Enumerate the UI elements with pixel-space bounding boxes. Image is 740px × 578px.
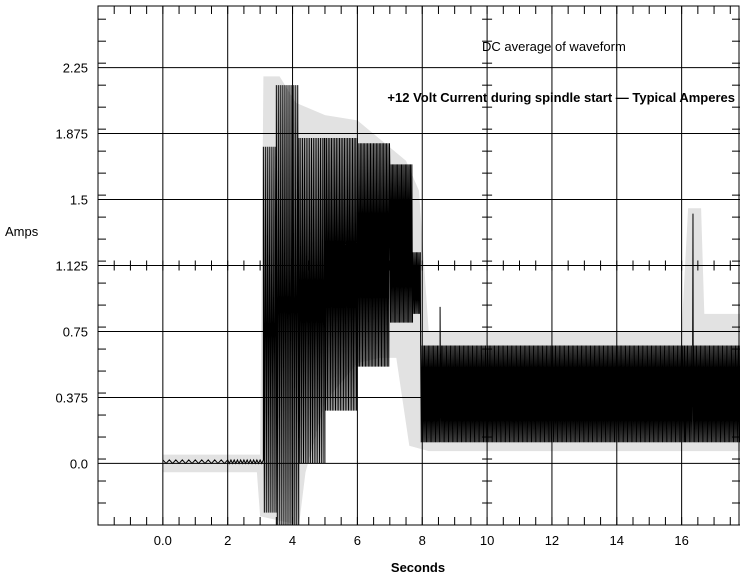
y-tick-label: 0.375 [55, 390, 88, 405]
y-tick-label: 2.25 [63, 61, 88, 76]
x-tick-label: 6 [354, 533, 361, 548]
y-tick-label: 0.75 [63, 324, 88, 339]
current-series [162, 85, 740, 526]
plot-border [97, 5, 740, 526]
plot-frame [97, 5, 740, 526]
x-tick-label: 0.0 [154, 533, 172, 548]
x-axis-title: Seconds [391, 560, 445, 575]
x-tick-label: 12 [545, 533, 559, 548]
envelope-band [162, 76, 740, 525]
tick-labels: 0.0 2 4 6 8 10 12 14 16 0.0 0.375 0.75 1.125 1.5 1.875… [55, 61, 688, 548]
x-tick-label: 8 [419, 533, 426, 548]
annotation-dc-average: DC average of waveform [482, 39, 626, 54]
x-tick-label: 10 [480, 533, 494, 548]
series-line [162, 85, 740, 526]
y-tick-label: 1.5 [70, 193, 88, 208]
y-tick-label: 0.0 [70, 456, 88, 471]
chart-title: +12 Volt Current during spindle start — … [387, 90, 735, 105]
x-tick-label: 4 [289, 533, 296, 548]
y-axis-title: Amps [5, 224, 39, 239]
x-tick-label: 16 [674, 533, 688, 548]
y-tick-label: 1.875 [55, 127, 88, 142]
y-tick-label: 1.125 [55, 259, 88, 274]
dc-average-envelope [162, 76, 740, 525]
x-tick-label: 2 [224, 533, 231, 548]
x-tick-label: 14 [610, 533, 624, 548]
